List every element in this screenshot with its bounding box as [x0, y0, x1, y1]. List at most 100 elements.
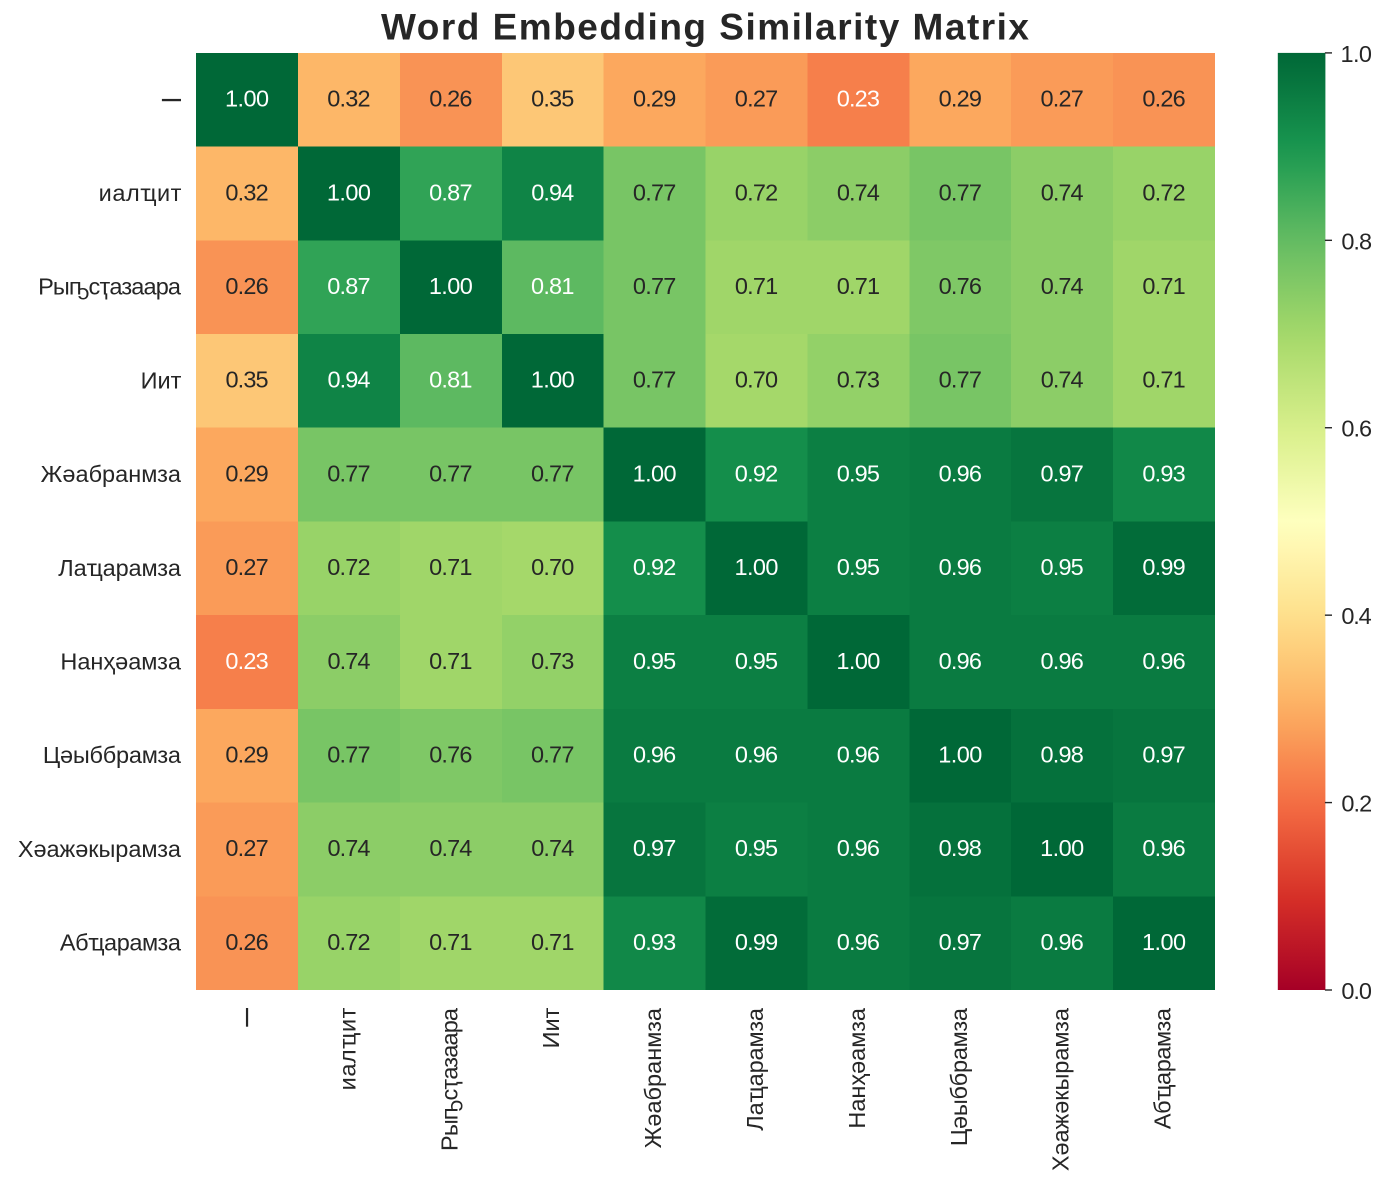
svg-text:Рыҧсҭазаара: Рыҧсҭазаара: [436, 1007, 462, 1151]
svg-text:0.96: 0.96: [633, 742, 676, 768]
svg-text:1.00: 1.00: [1040, 835, 1084, 861]
svg-text:Нанҳәамза: Нанҳәамза: [844, 1007, 870, 1129]
svg-text:0.77: 0.77: [327, 742, 370, 768]
svg-text:0.6: 0.6: [1341, 416, 1372, 442]
svg-text:0.77: 0.77: [633, 179, 676, 205]
svg-text:0.97: 0.97: [1040, 460, 1083, 486]
svg-text:0.74: 0.74: [837, 179, 880, 205]
svg-text:0.81: 0.81: [429, 367, 472, 393]
svg-text:1.00: 1.00: [836, 648, 880, 674]
svg-text:0.26: 0.26: [429, 86, 472, 112]
svg-text:Жәабранмза: Жәабранмза: [640, 1007, 666, 1148]
svg-text:0.74: 0.74: [1041, 367, 1084, 393]
svg-text:0.92: 0.92: [633, 554, 676, 580]
svg-text:1.00: 1.00: [1142, 929, 1186, 955]
svg-text:0.77: 0.77: [939, 367, 982, 393]
svg-text:0.93: 0.93: [633, 929, 676, 955]
svg-text:0.72: 0.72: [327, 929, 370, 955]
svg-text:0.29: 0.29: [225, 460, 268, 486]
svg-text:0.96: 0.96: [939, 460, 982, 486]
svg-text:0.72: 0.72: [735, 179, 778, 205]
svg-text:0.95: 0.95: [735, 648, 778, 674]
svg-text:Хәажәкырамза: Хәажәкырамза: [1048, 1007, 1074, 1171]
svg-text:Абҵарамза: Абҵарамза: [60, 930, 182, 956]
svg-text:0.95: 0.95: [633, 648, 676, 674]
svg-text:0.71: 0.71: [837, 273, 880, 299]
svg-text:0.77: 0.77: [531, 460, 574, 486]
svg-text:1.00: 1.00: [633, 460, 677, 486]
svg-text:0.77: 0.77: [633, 273, 676, 299]
svg-text:0.71: 0.71: [429, 648, 472, 674]
svg-text:0.8: 0.8: [1341, 228, 1372, 254]
svg-text:Цәыббрамза: Цәыббрамза: [946, 1007, 972, 1146]
svg-text:Word Embedding Similarity Matr: Word Embedding Similarity Matrix: [381, 7, 1029, 48]
svg-text:0.77: 0.77: [429, 460, 472, 486]
svg-text:0.27: 0.27: [225, 554, 268, 580]
svg-text:0.96: 0.96: [939, 648, 982, 674]
svg-text:0.32: 0.32: [225, 179, 268, 205]
svg-text:0.71: 0.71: [531, 929, 574, 955]
svg-text:Нанҳәамза: Нанҳәамза: [60, 649, 182, 675]
svg-text:1.00: 1.00: [327, 179, 371, 205]
svg-text:0.70: 0.70: [531, 554, 574, 580]
svg-text:0.95: 0.95: [837, 460, 880, 486]
svg-text:1.00: 1.00: [429, 273, 473, 299]
svg-text:1.00: 1.00: [734, 554, 778, 580]
svg-text:0.96: 0.96: [1041, 929, 1084, 955]
svg-text:0.87: 0.87: [327, 273, 370, 299]
svg-text:0.29: 0.29: [939, 86, 982, 112]
svg-text:0.96: 0.96: [735, 742, 778, 768]
svg-text:0.26: 0.26: [225, 273, 268, 299]
svg-text:0.32: 0.32: [327, 86, 370, 112]
svg-text:0.72: 0.72: [1142, 179, 1185, 205]
svg-text:0.95: 0.95: [1041, 554, 1084, 580]
svg-text:иалҵит: иалҵит: [334, 1007, 360, 1090]
svg-text:Рыҧсҭазаара: Рыҧсҭазаара: [38, 274, 182, 300]
svg-text:0.77: 0.77: [633, 367, 676, 393]
svg-text:0.96: 0.96: [939, 554, 982, 580]
svg-text:Иит: Иит: [141, 367, 182, 393]
svg-text:0.99: 0.99: [1142, 554, 1185, 580]
svg-text:Цәыббрамза: Цәыббрамза: [43, 742, 182, 768]
svg-text:0.97: 0.97: [1142, 742, 1185, 768]
svg-text:1.00: 1.00: [531, 367, 575, 393]
svg-text:0.96: 0.96: [837, 835, 880, 861]
svg-text:0.97: 0.97: [939, 929, 982, 955]
svg-text:1.00: 1.00: [938, 742, 982, 768]
svg-text:0.96: 0.96: [1142, 648, 1185, 674]
svg-text:0.35: 0.35: [225, 367, 268, 393]
svg-text:0.95: 0.95: [837, 554, 880, 580]
svg-text:0.27: 0.27: [1040, 86, 1083, 112]
svg-text:0.98: 0.98: [939, 835, 982, 861]
svg-text:0.74: 0.74: [1041, 273, 1084, 299]
svg-text:0.72: 0.72: [327, 554, 370, 580]
svg-text:0.70: 0.70: [735, 367, 778, 393]
svg-text:0.99: 0.99: [735, 929, 778, 955]
svg-text:0.77: 0.77: [531, 742, 574, 768]
svg-text:0.4: 0.4: [1341, 603, 1371, 629]
svg-text:0.96: 0.96: [837, 742, 880, 768]
svg-text:0.71: 0.71: [735, 273, 778, 299]
svg-text:0.26: 0.26: [1142, 86, 1185, 112]
svg-text:0.35: 0.35: [531, 86, 574, 112]
svg-text:0.74: 0.74: [327, 648, 370, 674]
svg-text:0.97: 0.97: [633, 835, 676, 861]
svg-text:Иит: Иит: [538, 1007, 564, 1048]
svg-text:0.94: 0.94: [327, 367, 370, 393]
svg-text:0.96: 0.96: [1142, 835, 1185, 861]
svg-text:0.74: 0.74: [531, 835, 574, 861]
svg-text:0.74: 0.74: [1041, 179, 1084, 205]
svg-text:0.73: 0.73: [837, 367, 880, 393]
svg-text:0.23: 0.23: [837, 86, 880, 112]
svg-text:Лаҵарамза: Лаҵарамза: [742, 1007, 768, 1131]
svg-text:0.2: 0.2: [1341, 791, 1372, 817]
svg-text:0.76: 0.76: [429, 742, 472, 768]
svg-text:0.95: 0.95: [735, 835, 778, 861]
svg-text:0.94: 0.94: [531, 179, 574, 205]
svg-text:Лаҵарамза: Лаҵарамза: [58, 555, 182, 581]
svg-text:0.23: 0.23: [225, 648, 268, 674]
svg-text:0.74: 0.74: [429, 835, 472, 861]
svg-text:Хәажәкырамза: Хәажәкырамза: [18, 836, 182, 862]
svg-text:0.29: 0.29: [225, 742, 268, 768]
svg-text:0.98: 0.98: [1041, 742, 1084, 768]
